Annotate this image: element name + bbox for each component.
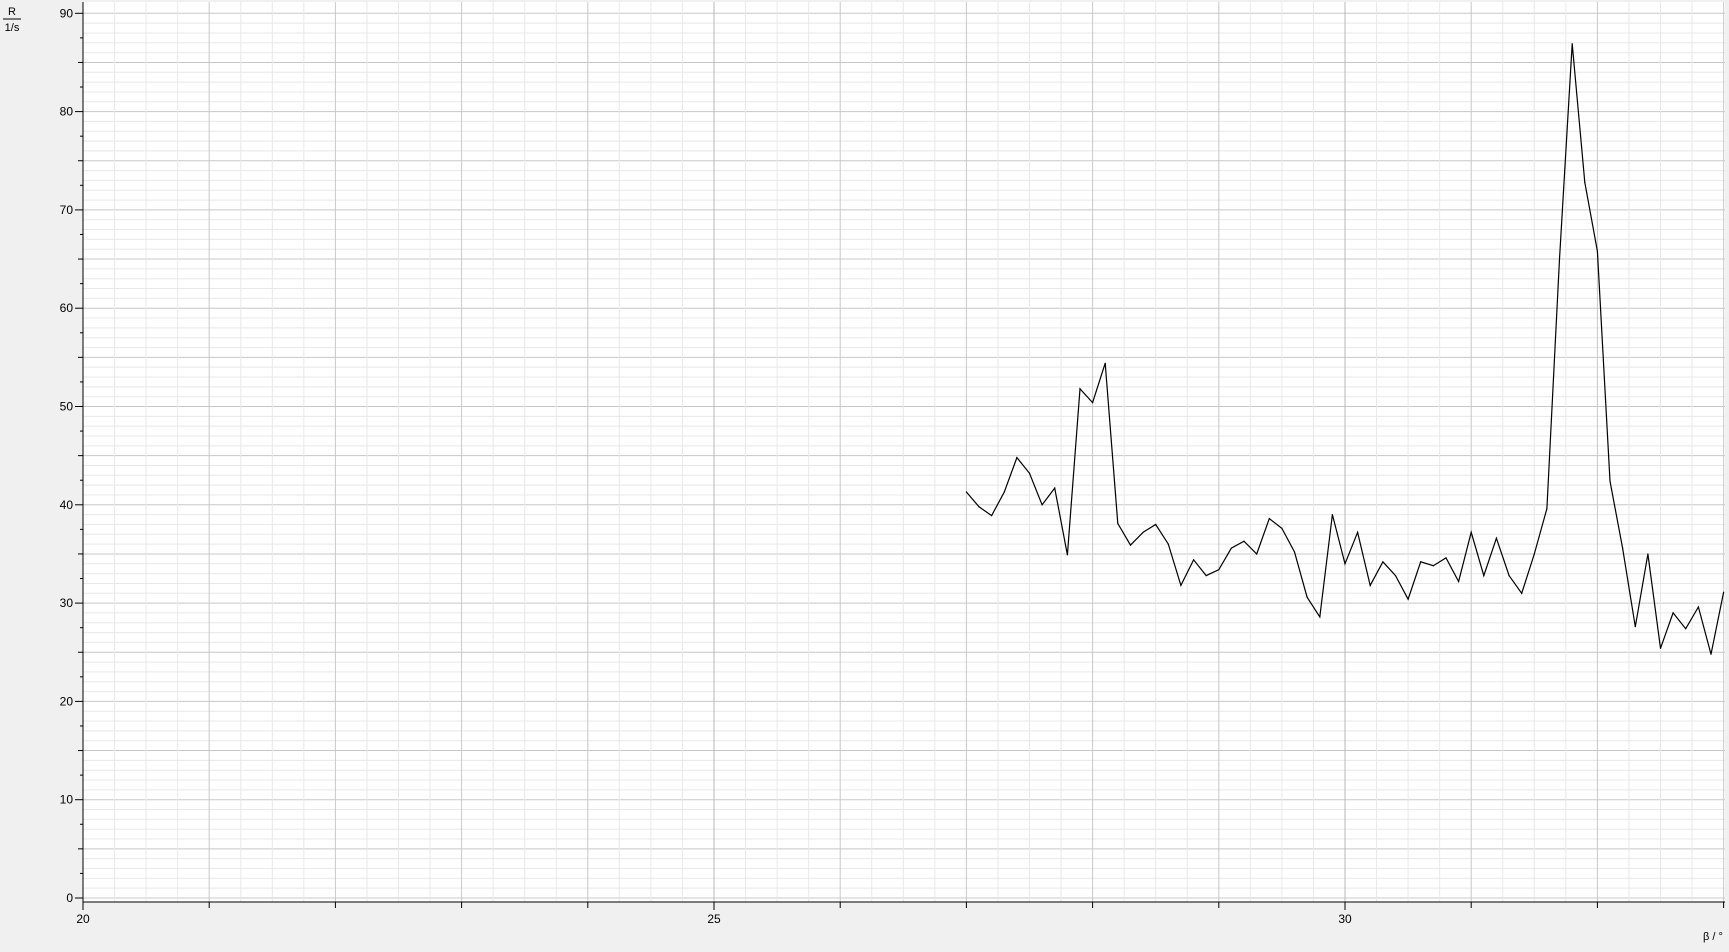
data-point bbox=[1268, 517, 1270, 520]
data-point bbox=[1155, 523, 1157, 526]
data-point bbox=[1508, 574, 1510, 577]
data-point bbox=[1306, 596, 1308, 598]
data-point bbox=[1041, 504, 1043, 506]
data-point bbox=[1028, 472, 1031, 474]
y-tick-label: 30 bbox=[60, 596, 74, 610]
x-axis-label: β / ° bbox=[1703, 931, 1723, 943]
x-tick-label: 20 bbox=[76, 912, 90, 926]
y-tick-label: 50 bbox=[60, 400, 74, 414]
data-point bbox=[1129, 544, 1132, 546]
data-point bbox=[1521, 592, 1523, 594]
data-point bbox=[1003, 491, 1005, 493]
data-point bbox=[1571, 43, 1573, 45]
data-point bbox=[1256, 553, 1258, 555]
y-tick-label: 20 bbox=[60, 694, 74, 708]
data-point bbox=[1659, 647, 1662, 649]
data-point bbox=[1331, 514, 1333, 516]
data-point bbox=[1634, 626, 1636, 628]
data-point bbox=[1205, 574, 1207, 577]
data-point bbox=[1432, 565, 1434, 567]
x-tick-label: 25 bbox=[707, 912, 721, 926]
data-point bbox=[1079, 388, 1081, 390]
data-point bbox=[1445, 557, 1447, 559]
y-axis-label-denominator: 1/s bbox=[5, 22, 20, 34]
data-point bbox=[991, 515, 993, 517]
data-point bbox=[1546, 508, 1548, 510]
data-point bbox=[1407, 598, 1409, 600]
y-tick-label: 90 bbox=[60, 6, 74, 20]
data-point bbox=[1192, 559, 1195, 561]
grid bbox=[82, 2, 1725, 902]
data-point bbox=[1558, 258, 1561, 260]
data-point bbox=[1016, 457, 1018, 459]
data-point bbox=[1723, 591, 1725, 593]
data-point bbox=[1357, 531, 1359, 533]
data-point bbox=[1394, 574, 1397, 577]
data-point bbox=[1533, 553, 1535, 555]
data-point bbox=[1218, 569, 1220, 571]
data-point bbox=[1104, 362, 1106, 364]
y-axis-label-numerator: R bbox=[8, 6, 16, 18]
data-point bbox=[1697, 606, 1699, 608]
y-tick-label: 0 bbox=[66, 891, 73, 905]
data-point bbox=[1319, 616, 1321, 618]
data-point bbox=[1117, 522, 1119, 525]
data-point bbox=[1685, 628, 1687, 630]
data-point bbox=[965, 491, 968, 493]
y-tick-label: 70 bbox=[60, 203, 74, 217]
data-point bbox=[1167, 543, 1169, 545]
y-tick-label: 10 bbox=[60, 793, 74, 807]
y-axis-unit-label: R 1/s bbox=[3, 6, 21, 34]
axes: 0 10 20 30 40 50 60 70 80 90 20 25 30 bbox=[60, 2, 1725, 926]
data-point bbox=[1470, 531, 1472, 533]
data-point bbox=[1495, 537, 1498, 539]
plot-area bbox=[83, 2, 1725, 902]
data-point bbox=[1483, 574, 1485, 577]
x-tick-label: 30 bbox=[1338, 912, 1352, 926]
data-point bbox=[1344, 563, 1346, 565]
data-point bbox=[1369, 584, 1371, 587]
data-point bbox=[1457, 580, 1460, 583]
y-tick-label: 40 bbox=[60, 498, 74, 512]
data-point bbox=[1066, 554, 1068, 556]
y-tick-label: 80 bbox=[60, 105, 74, 119]
y-tick-label: 60 bbox=[60, 301, 74, 315]
data-point bbox=[1092, 401, 1094, 404]
data-point bbox=[1609, 480, 1611, 482]
data-point bbox=[1281, 527, 1283, 529]
data-point bbox=[1243, 540, 1245, 542]
data-point bbox=[1293, 551, 1296, 553]
data-point bbox=[978, 506, 980, 508]
data-point bbox=[1180, 584, 1182, 587]
data-point bbox=[1622, 547, 1624, 549]
data-point bbox=[1230, 547, 1233, 549]
data-point bbox=[1584, 181, 1586, 183]
series-layer bbox=[965, 43, 1725, 655]
data-point bbox=[1142, 531, 1144, 533]
data-point bbox=[1647, 553, 1649, 555]
data-point bbox=[1382, 561, 1384, 563]
data-point bbox=[1420, 561, 1422, 563]
data-point bbox=[1596, 250, 1598, 252]
data-point bbox=[1710, 653, 1712, 655]
data-point bbox=[1672, 612, 1674, 614]
data-point bbox=[1054, 487, 1056, 489]
